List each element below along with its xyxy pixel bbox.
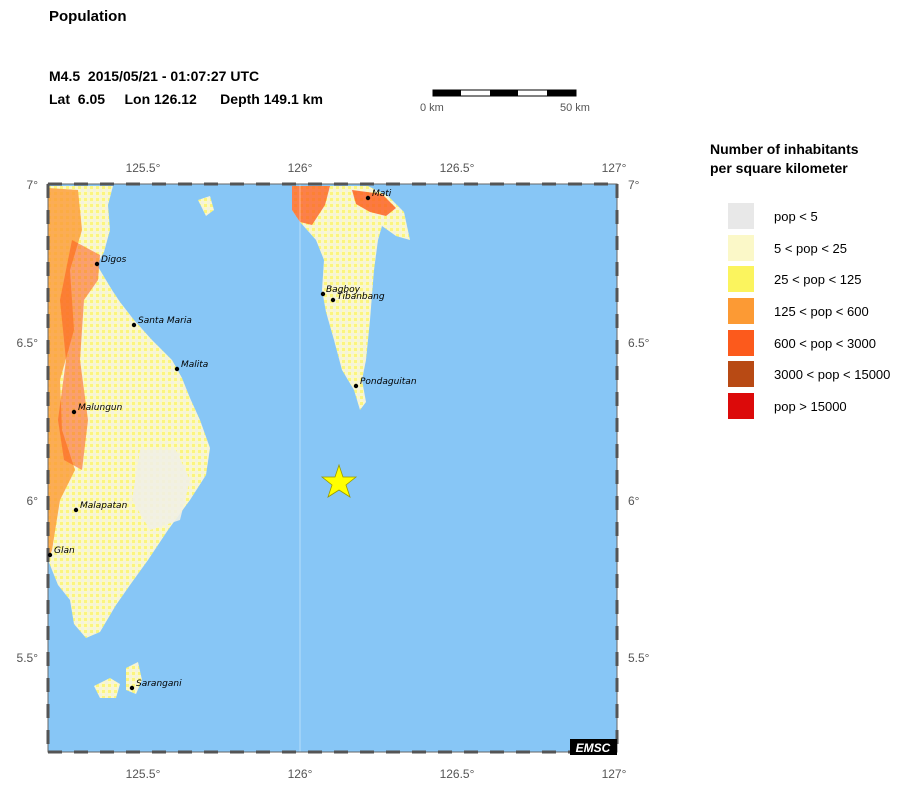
left-lat-label: 6.5° [17, 336, 39, 350]
city-label-mati: Mati [372, 189, 392, 199]
left-lat-label: 6° [27, 494, 39, 508]
watermark-box [570, 739, 617, 755]
right-lat-label: 6.5° [628, 336, 650, 350]
bottom-lon-label: 126.5° [440, 767, 475, 781]
mati-city-area [352, 190, 396, 216]
city-label-digos: Digos [101, 255, 127, 265]
mati-dense-area [292, 186, 330, 225]
sarangani-island [126, 662, 142, 694]
legend-label: pop > 15000 [774, 398, 847, 414]
legend-item: 600 < pop < 3000 [728, 330, 876, 356]
mainland-dense-core [58, 240, 100, 470]
page-title: Population [49, 8, 127, 25]
bottom-lon-label: 125.5° [126, 767, 161, 781]
city-label-malita: Malita [181, 360, 208, 370]
right-lat-label: 6° [628, 494, 640, 508]
quake-magnitude-time: M4.5 2015/05/21 - 01:07:27 UTC [49, 68, 260, 84]
city-marker-mati [365, 195, 371, 201]
legend-title-line2: per square kilometer [710, 160, 848, 176]
legend-label: 125 < pop < 600 [774, 303, 869, 319]
mainland-interior [132, 450, 190, 530]
city-label-malungun: Malungun [78, 403, 123, 413]
legend-label: 600 < pop < 3000 [774, 335, 876, 351]
city-label-tibanbang: Tibanbang [337, 292, 385, 302]
city-marker-malita [174, 366, 180, 372]
emsc-watermark: EMSC [576, 741, 611, 755]
epicenter-star [320, 463, 358, 498]
city-label-pondaguitan: Pondaguitan [360, 377, 417, 387]
legend-item: 25 < pop < 125 [728, 266, 861, 292]
city-label-malapatan: Malapatan [80, 501, 128, 511]
map-frame [47, 183, 618, 753]
bottom-lon-label: 126° [288, 767, 313, 781]
city-marker-malungun [71, 409, 77, 415]
northern-islet [198, 196, 214, 216]
legend-swatch [728, 361, 754, 387]
balut-island [94, 678, 120, 698]
scale-left-label: 0 km [420, 102, 444, 114]
city-label-bagboy: Bagboy [326, 285, 361, 295]
quake-location-depth: Lat 6.05 Lon 126.12 Depth 149.1 km [49, 91, 323, 107]
city-marker-tibanbang [330, 297, 336, 303]
legend-swatch [728, 203, 754, 229]
city-marker-sarangani [129, 685, 135, 691]
top-lon-label: 127° [602, 161, 627, 175]
top-lon-label: 125.5° [126, 161, 161, 175]
scale-bar: 0 km 50 km [420, 88, 610, 118]
frame-dashes [46, 182, 619, 754]
city-label-glan: Glan [54, 546, 75, 556]
legend-label: 5 < pop < 25 [774, 240, 848, 256]
top-lon-label: 126.5° [440, 161, 475, 175]
city-marker-santa-maria [131, 322, 137, 328]
legend-item: pop > 15000 [728, 393, 847, 419]
legend-label: 25 < pop < 125 [774, 271, 862, 287]
mainland-dense-west [48, 188, 82, 560]
legend-title: Number of inhabitants per square kilomet… [710, 140, 859, 178]
right-lat-label: 5.5° [628, 651, 650, 665]
top-lon-label: 126° [288, 161, 313, 175]
right-lat-label: 7° [628, 178, 640, 192]
left-lat-label: 5.5° [17, 651, 39, 665]
legend-item: 3000 < pop < 15000 [728, 361, 890, 387]
city-marker-malapatan [73, 507, 79, 513]
mati-peninsula [292, 186, 410, 410]
city-label-santa-maria: Santa Maria [138, 316, 192, 326]
legend-item: pop < 5 [728, 203, 818, 229]
left-lat-label: 7° [27, 178, 39, 192]
legend-item: 5 < pop < 25 [728, 235, 847, 261]
city-marker-bagboy [320, 291, 326, 297]
legend-item: 125 < pop < 600 [728, 298, 869, 324]
legend-swatch [728, 330, 754, 356]
legend-title-line1: Number of inhabitants [710, 141, 859, 157]
city-label-sarangani: Sarangani [136, 679, 182, 689]
legend-label: pop < 5 [774, 208, 818, 224]
legend-swatch [728, 298, 754, 324]
legend-swatch [728, 235, 754, 261]
city-marker-pondaguitan [353, 383, 359, 389]
city-marker-digos [94, 261, 100, 267]
city-markers [47, 195, 371, 691]
city-marker-glan [47, 552, 53, 558]
mainland-landmass [48, 186, 210, 638]
legend-label: 3000 < pop < 15000 [774, 366, 891, 382]
bottom-lon-label: 127° [602, 767, 627, 781]
legend-swatch [728, 266, 754, 292]
scale-right-label: 50 km [560, 102, 590, 114]
legend-swatch [728, 393, 754, 419]
